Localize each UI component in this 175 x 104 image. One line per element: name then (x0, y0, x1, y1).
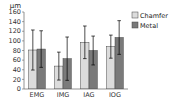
error-cap (91, 36, 95, 37)
y-tick-label: 80 (13, 47, 21, 55)
error-line (41, 31, 42, 68)
error-cap (65, 37, 69, 38)
error-cap (57, 52, 61, 53)
error-line (110, 35, 111, 58)
error-cap (65, 80, 69, 81)
x-axis: EMG IMG IAG IOG (30, 91, 121, 99)
legend: Chamfer Metal (132, 12, 168, 30)
error-line (93, 36, 94, 65)
legend-swatch (132, 12, 138, 18)
y-tick-label: 100 (9, 37, 21, 45)
error-line (119, 21, 120, 55)
chart-container: 020406080100120140160μmEMGIMGIAGIOGChamf… (0, 0, 175, 104)
y-tick-label: 140 (9, 18, 21, 26)
error-bar (91, 36, 95, 65)
y-axis-label: μm (10, 2, 21, 10)
x-tick-label: EMG (30, 91, 45, 99)
error-line (67, 37, 68, 80)
error-cap (31, 29, 35, 30)
error-cap (117, 20, 121, 21)
legend-label: Metal (140, 22, 158, 30)
error-cap (57, 80, 61, 81)
bars (29, 21, 124, 89)
error-cap (83, 26, 87, 27)
error-cap (39, 67, 43, 68)
error-bar (57, 52, 61, 80)
x-axis-line (24, 89, 128, 90)
legend-label: Chamfer (140, 12, 168, 20)
error-bar (109, 35, 113, 58)
error-line (32, 30, 33, 70)
legend-swatch (132, 22, 138, 28)
error-bar (65, 37, 69, 80)
y-tick-label: 0 (17, 85, 21, 93)
y-tick-label: 120 (9, 27, 21, 35)
error-cap (109, 58, 113, 59)
y-axis-line (24, 12, 25, 89)
error-bar (31, 30, 35, 70)
error-cap (109, 35, 113, 36)
error-bar (39, 31, 43, 68)
x-tick-label: IOG (109, 91, 121, 99)
y-tick-label: 60 (13, 56, 21, 64)
error-bar (83, 26, 87, 59)
error-cap (39, 30, 43, 31)
error-cap (91, 64, 95, 65)
x-tick-label: IAG (83, 91, 94, 99)
y-tick-label: 40 (13, 66, 21, 74)
error-cap (31, 70, 35, 71)
x-tick-label: IMG (57, 91, 70, 99)
error-line (58, 52, 59, 80)
error-cap (117, 54, 121, 55)
error-bar (117, 21, 121, 55)
y-tick-label: 20 (13, 76, 21, 84)
chart-svg: 020406080100120140160μmEMGIMGIAGIOGChamf… (0, 0, 175, 104)
error-line (84, 26, 85, 59)
error-cap (83, 58, 87, 59)
y-axis: 020406080100120140160 (9, 8, 24, 93)
